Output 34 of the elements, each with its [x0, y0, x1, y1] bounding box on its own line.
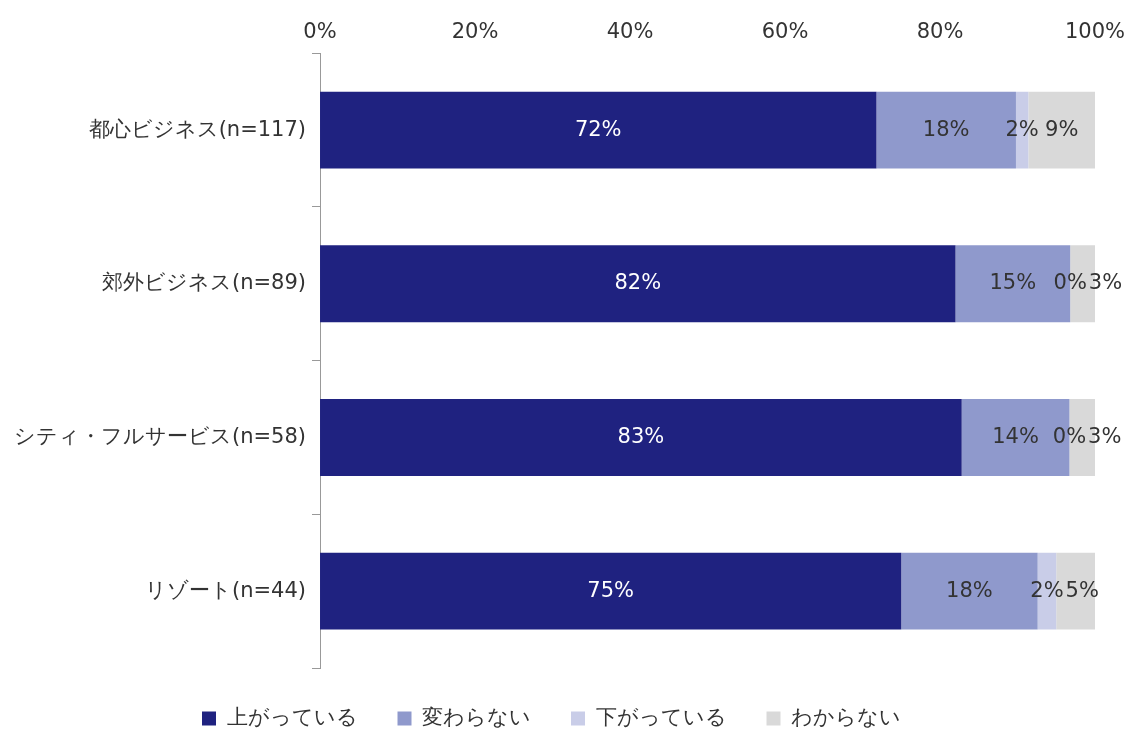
legend-label: わからない — [791, 704, 901, 729]
y-tick-label: シティ・フルサービス(n=58) — [14, 423, 307, 448]
data-label: 0% — [1053, 270, 1087, 295]
bar — [320, 91, 877, 169]
bar — [320, 552, 902, 630]
y-tick-label: 都心ビジネス(n=117) — [88, 116, 307, 141]
data-label: 2% — [1005, 116, 1039, 141]
bar — [320, 399, 962, 476]
data-label: 14% — [992, 423, 1039, 448]
x-tick-label: 80% — [916, 19, 964, 44]
x-tick-label: 100% — [1064, 19, 1126, 44]
data-label: 2% — [1030, 577, 1064, 602]
data-label: 15% — [989, 270, 1037, 295]
legend-label: 上がっている — [226, 704, 358, 729]
legend-label: 変わらない — [422, 704, 531, 729]
data-label: 3% — [1088, 270, 1123, 295]
bar — [320, 245, 956, 323]
data-label: 18% — [922, 116, 970, 141]
data-label: 3% — [1088, 423, 1122, 448]
data-label: 0% — [1052, 423, 1087, 448]
legend-label: 下がっている — [595, 704, 727, 729]
data-label: 5% — [1065, 577, 1099, 602]
x-tick-label: 40% — [606, 19, 654, 44]
x-tick-label: 60% — [761, 19, 809, 44]
y-tick-label: リゾート(n=44) — [145, 577, 307, 602]
x-tick-label: 0% — [303, 19, 337, 44]
data-label: 82% — [614, 270, 662, 295]
x-tick-label: 20% — [451, 19, 499, 44]
data-label: 72% — [574, 116, 622, 141]
data-label: 83% — [617, 423, 665, 448]
data-label: 9% — [1045, 116, 1079, 141]
data-label: 18% — [946, 577, 993, 602]
y-tick-label: 郊外ビジネス(n=89) — [102, 270, 307, 295]
data-label: 75% — [587, 577, 634, 602]
